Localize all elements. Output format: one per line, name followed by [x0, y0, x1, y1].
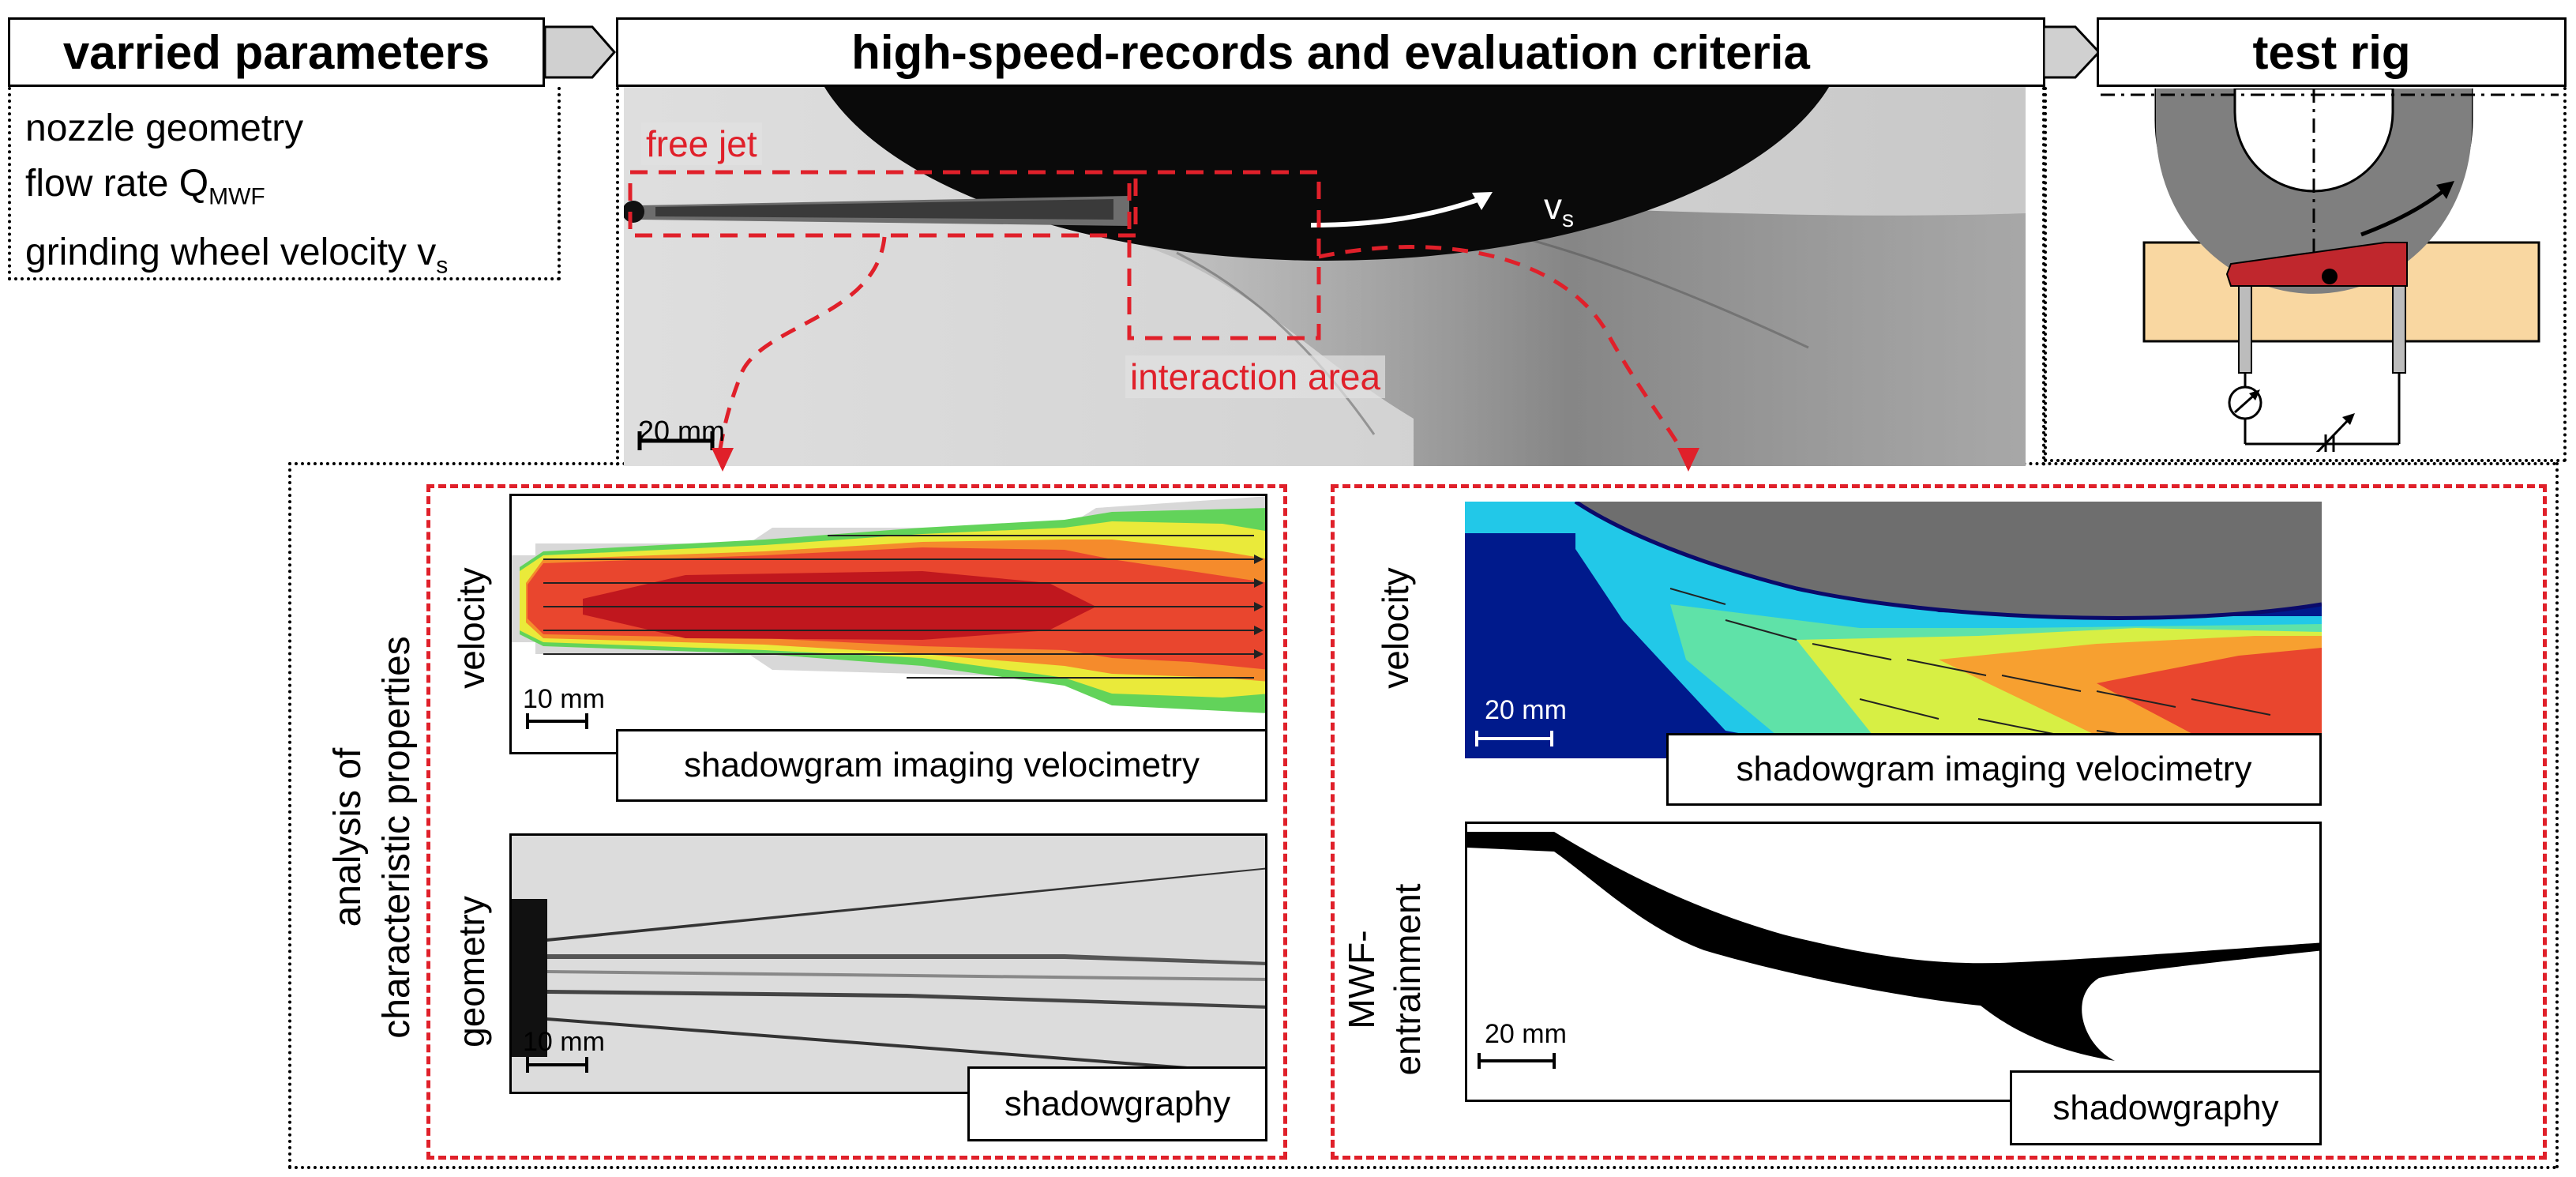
param-nozzle-geometry: nozzle geometry — [25, 107, 304, 149]
param-flow-rate: flow rate QMWF — [25, 163, 265, 210]
arrowhead-left-icon — [712, 448, 734, 472]
left-analysis-panel — [426, 484, 1287, 1160]
left-geometry-plot — [509, 833, 1267, 1094]
left-geometry-method: shadowgraphy — [967, 1066, 1267, 1141]
left-velocity-plot — [509, 494, 1267, 754]
side-title: analysis of characteristic properties — [327, 636, 418, 1039]
header-rig-label: test rig — [2252, 25, 2411, 79]
left-velocity-method: shadowgram imaging velocimetry — [616, 729, 1267, 802]
header-records-label: high-speed-records and evaluation criter… — [851, 25, 1810, 79]
free-jet-label: free jet — [641, 122, 762, 165]
right-velocity-label: velocity — [1375, 567, 1416, 689]
left-geometry-label: geometry — [451, 896, 492, 1047]
arrow-chevron-icon-2 — [2044, 25, 2101, 79]
header-records: high-speed-records and evaluation criter… — [616, 17, 2045, 87]
header-test-rig: test rig — [2097, 17, 2567, 87]
right-entrainment-scale: 20 mm — [1485, 1019, 1567, 1049]
arrow-chevron-icon-1 — [545, 25, 616, 79]
parameters-box: nozzle geometry flow rate QMWF grinding … — [8, 87, 561, 280]
left-velocity-label: velocity — [451, 567, 492, 689]
right-velocity-method: shadowgram imaging velocimetry — [1666, 733, 2322, 806]
right-entrainment-label: MWF- entrainment — [1341, 883, 1428, 1076]
left-velocity-scale: 10 mm — [523, 684, 605, 714]
right-velocity-plot — [1465, 502, 2322, 758]
high-speed-image — [624, 87, 2026, 466]
test-rig-diagram — [2101, 88, 2559, 452]
right-velocity-scale: 20 mm — [1485, 695, 1567, 725]
rig-frame — [2044, 87, 2567, 462]
arrowhead-right-icon — [1677, 448, 1699, 472]
interaction-area-label: interaction area — [1125, 355, 1386, 398]
top-scale-label: 20 mm — [638, 415, 726, 447]
velocity-vs-label: vs — [1544, 186, 1574, 233]
right-entrainment-method: shadowgraphy — [2010, 1070, 2322, 1145]
param-wheel-velocity: grinding wheel velocity vs — [25, 231, 449, 279]
header-varied-parameters: varried parameters — [8, 17, 545, 87]
right-analysis-panel — [1331, 484, 2547, 1160]
header-varied-label: varried parameters — [62, 25, 490, 79]
left-geometry-scale: 10 mm — [523, 1027, 605, 1057]
right-entrainment-plot — [1465, 822, 2322, 1102]
